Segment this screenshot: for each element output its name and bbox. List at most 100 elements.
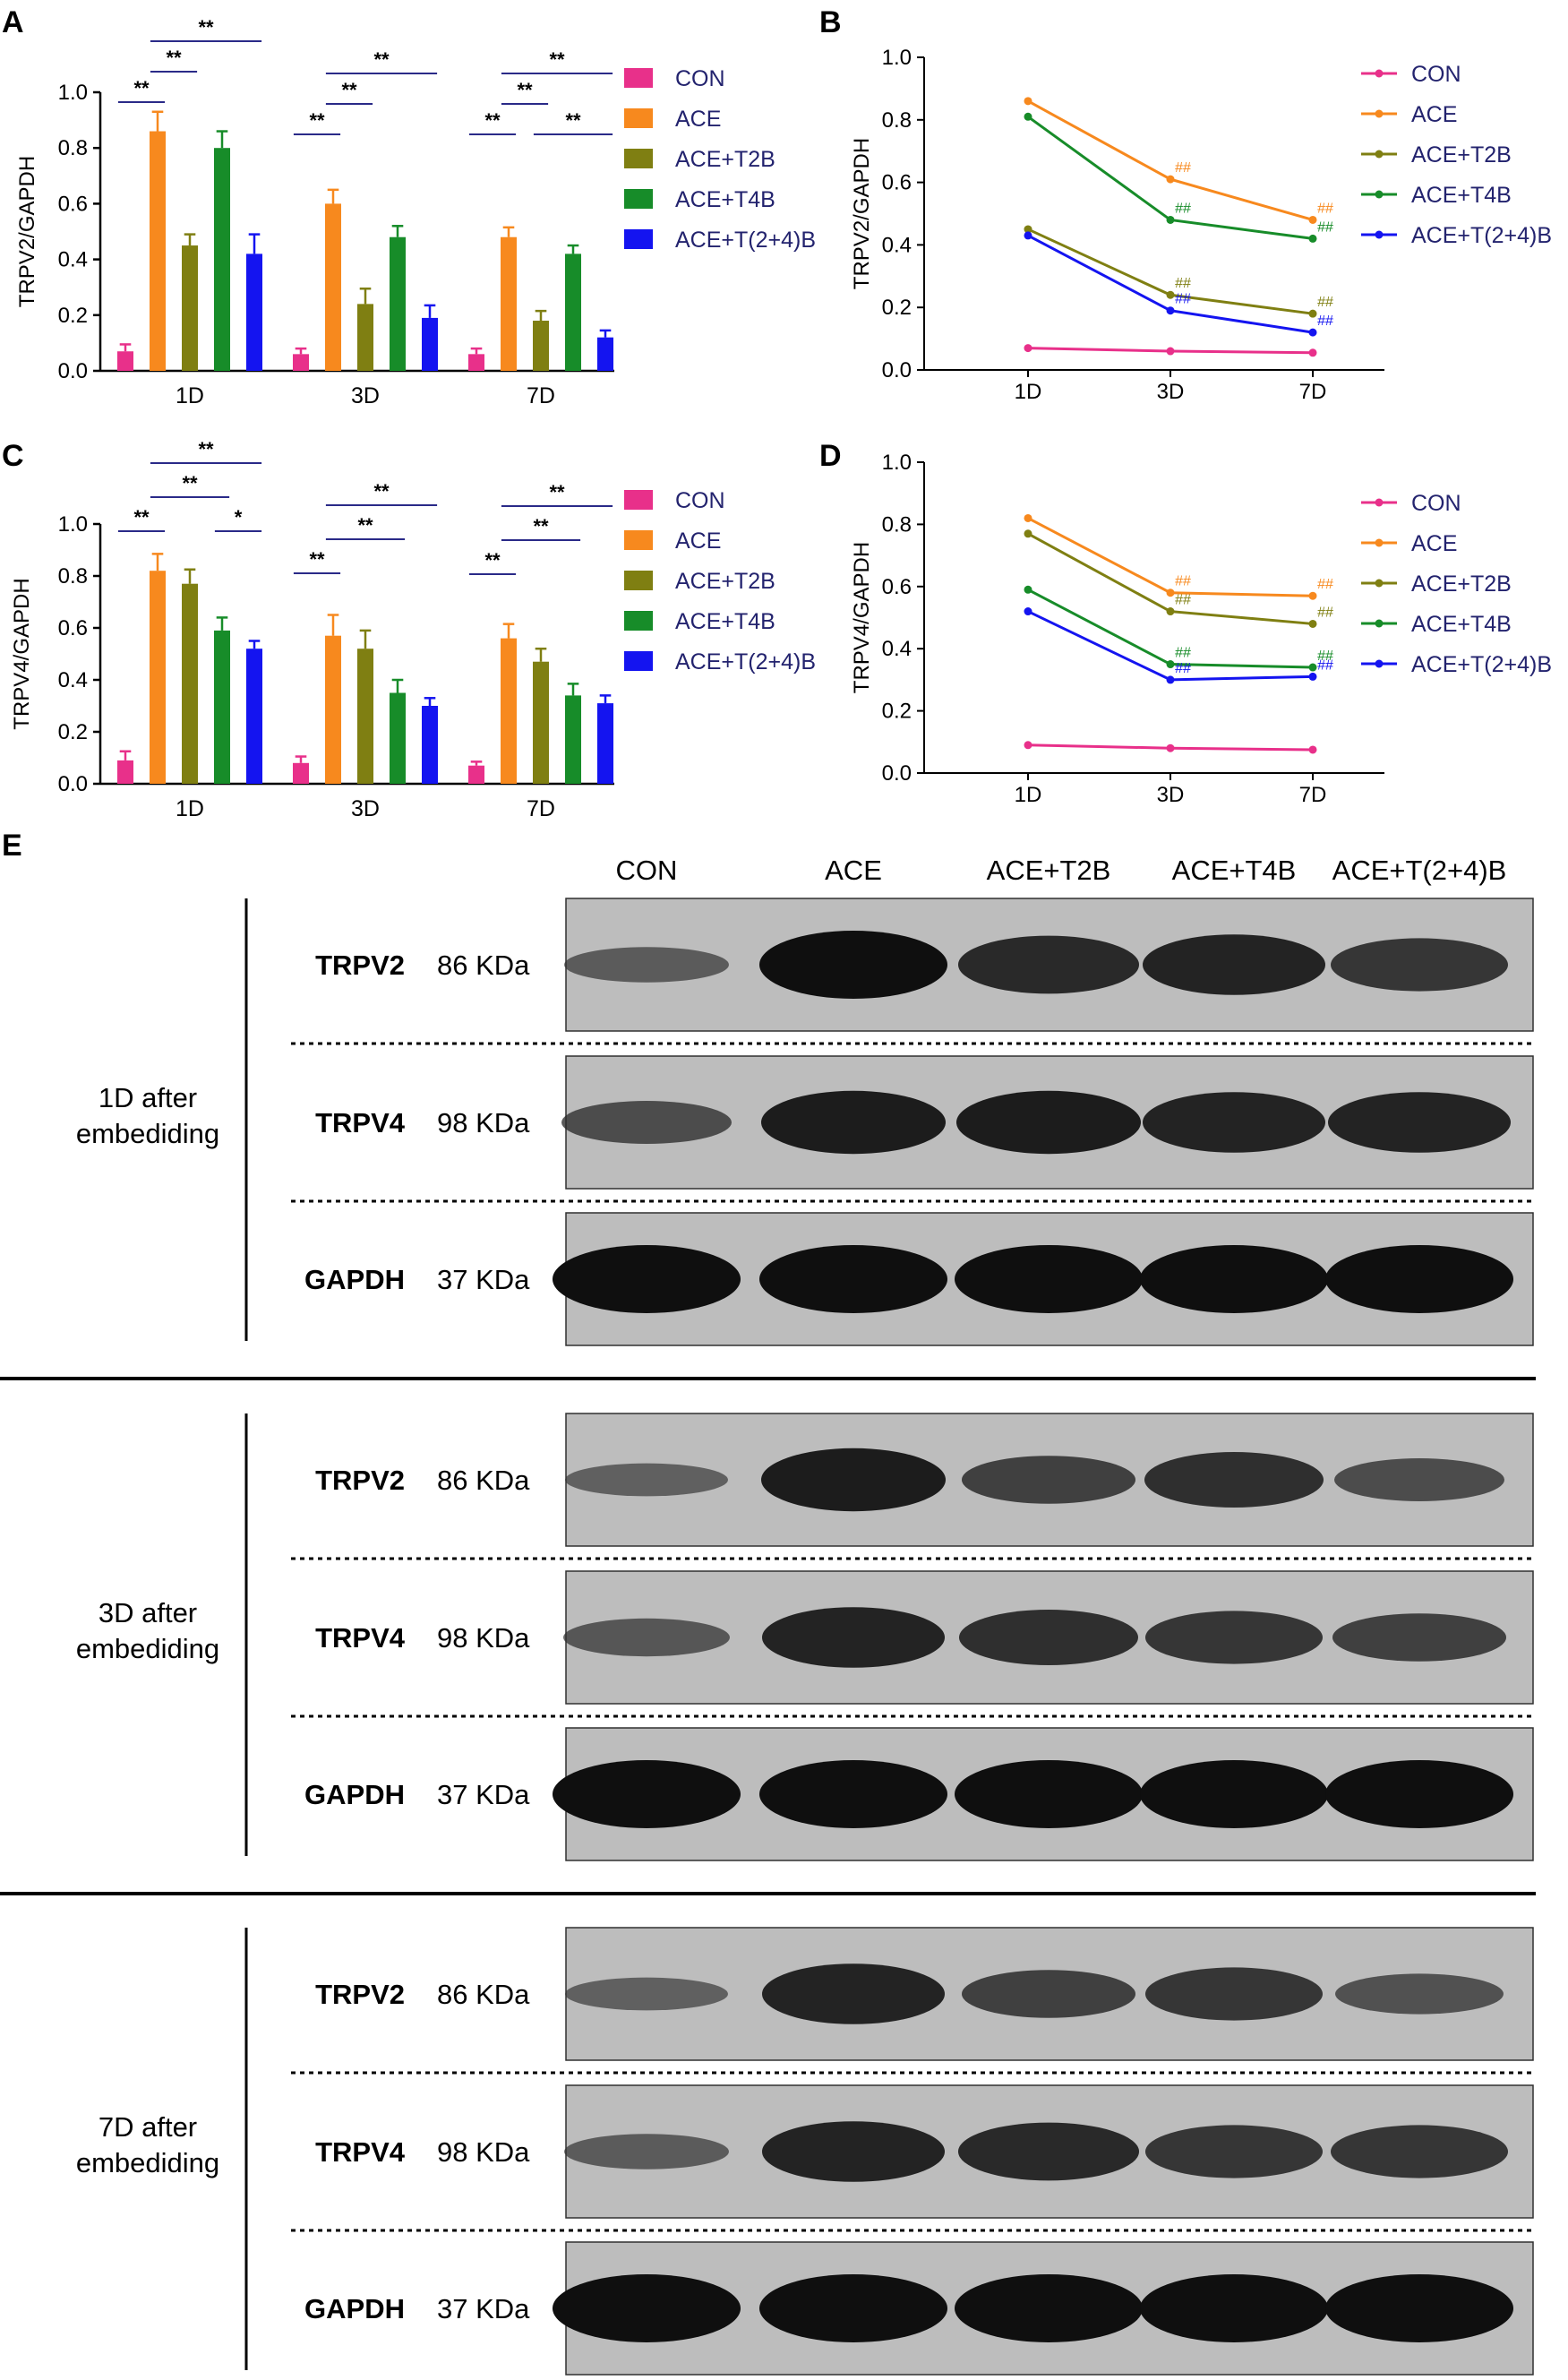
data-point-ace-t2b (1166, 290, 1175, 299)
significance-label: ** (357, 514, 373, 537)
y-tick-label: 0.6 (882, 171, 912, 195)
blot-band-trpv4-con (561, 1101, 732, 1144)
x-tick-label: 1D (1015, 783, 1042, 807)
data-point-ace-t4b (1308, 663, 1317, 672)
significance-mark: ## (1317, 295, 1333, 310)
x-tick-label: 1D (1015, 380, 1042, 404)
blot-band-trpv2-con (565, 1463, 728, 1497)
legend-label-ace-t2b: ACE+T2B (675, 569, 775, 594)
y-tick-label: 0.6 (882, 575, 912, 599)
legend-label-con: CON (1411, 62, 1461, 87)
y-tick-label: 0.4 (882, 233, 912, 257)
significance-label: ** (198, 16, 214, 39)
blot-band-gapdh-ace-t4b (1140, 2274, 1328, 2342)
y-tick-label: 0.4 (882, 637, 912, 661)
bar-ace-t2b-7d (533, 661, 549, 784)
bar-ace-t-2-4-b-1d (246, 649, 262, 784)
blot-band-gapdh-ace-t4b (1140, 1245, 1328, 1313)
blot-band-trpv2-ace-t4b (1144, 1452, 1324, 1508)
molecular-weight-label: 37 KDa (437, 1264, 530, 1295)
significance-label: ** (533, 515, 549, 537)
legend-label-ace: ACE (1411, 102, 1457, 127)
blot-band-gapdh-ace-t2b (955, 1760, 1143, 1828)
data-point-con (1166, 347, 1175, 356)
y-tick-label: 0.8 (58, 136, 88, 160)
blot-band-trpv4-ace (762, 2121, 945, 2182)
data-point-ace-t2b (1166, 607, 1175, 616)
bar-ace-t4b-7d (565, 253, 581, 371)
timepoint-label-line1: 7D after (99, 2111, 197, 2143)
molecular-weight-label: 86 KDa (437, 1979, 530, 2010)
blot-band-trpv2-ace (759, 931, 947, 999)
significance-label: ** (484, 549, 501, 571)
significance-label: ** (133, 77, 150, 99)
legend-marker-ace-t4b (1375, 619, 1384, 628)
panel-letter-a: A (2, 5, 24, 39)
blot-band-trpv4-ace-t4b (1145, 1611, 1323, 1664)
data-point-ace-t-2-4-b (1166, 306, 1175, 315)
significance-mark: ## (1175, 574, 1191, 589)
legend-label-ace: ACE (1411, 531, 1457, 556)
data-point-ace-t-2-4-b (1024, 231, 1032, 240)
blot-band-trpv4-ace-t-2-4-b (1332, 1613, 1506, 1662)
series-line-ace-t-2-4-b (1027, 610, 1314, 682)
blot-band-gapdh-ace (759, 2274, 947, 2342)
y-tick-label: 0.6 (58, 192, 88, 216)
data-point-ace-t4b (1024, 112, 1032, 121)
blot-band-trpv2-ace (762, 1963, 945, 2024)
bar-con-7d (468, 765, 484, 784)
western-blot-panel: CON ACE ACE+T2B ACE+T4B ACE+T(2+4)B 1D after e… (0, 855, 1536, 2376)
significance-mark: ## (1317, 649, 1333, 664)
series-line-ace (1027, 99, 1314, 221)
blot-band-gapdh-ace (759, 1245, 947, 1313)
significance-label: ** (309, 548, 325, 571)
legend-marker-ace-t2b (1375, 150, 1384, 159)
y-axis-label: TRPV4/GAPDH (10, 578, 34, 729)
legend-swatch-ace (624, 108, 653, 128)
y-tick-label: 0.0 (882, 761, 912, 786)
bar-ace-t-2-4-b-7d (597, 703, 613, 784)
protein-label-trpv4: TRPV4 (315, 1622, 406, 1654)
data-point-ace-t-2-4-b (1024, 607, 1032, 616)
significance-label: ** (549, 48, 565, 71)
legend-label-con: CON (675, 66, 725, 91)
significance-mark: ## (1175, 201, 1191, 216)
blot-band-trpv2-ace-t-2-4-b (1334, 1458, 1504, 1501)
significance-mark: ## (1317, 577, 1333, 592)
bar-ace-t-2-4-b-3d (422, 706, 438, 784)
bar-ace-t4b-3d (390, 236, 406, 371)
blot-band-trpv2-ace-t4b (1143, 934, 1325, 995)
timepoint-label-line1: 1D after (99, 1082, 197, 1113)
blot-band-trpv4-ace (762, 1607, 945, 1668)
data-point-ace-t-2-4-b (1308, 672, 1317, 681)
x-tick-label: 3D (1157, 783, 1185, 807)
protein-label-gapdh: GAPDH (304, 2293, 405, 2324)
blot-band-gapdh-ace-t2b (955, 2274, 1143, 2342)
significance-label: ** (549, 481, 565, 503)
legend-label-ace-t2b: ACE+T2B (675, 147, 775, 172)
blot-band-trpv2-ace-t-2-4-b (1335, 1973, 1504, 2015)
y-tick-label: 0.2 (58, 720, 88, 744)
x-tick-label: 3D (351, 796, 380, 821)
bar-ace-t4b-1d (214, 148, 230, 371)
y-tick-label: 1.0 (882, 46, 912, 70)
y-tick-label: 0.8 (882, 512, 912, 537)
bar-ace-t4b-3d (390, 692, 406, 784)
blot-band-trpv4-ace-t2b (958, 2122, 1139, 2181)
legend-label-ace-t4b: ACE+T4B (1411, 612, 1512, 637)
significance-label: ** (182, 472, 198, 494)
y-tick-label: 1.0 (58, 512, 88, 537)
significance-mark: ## (1175, 276, 1191, 291)
y-axis-label: TRPV4/GAPDH (850, 542, 874, 693)
line-chart-trpv4: 0.0 0.2 0.4 0.6 0.8 1.0 TRPV4/GAPDH 1D 3D 7D CON ##… (850, 451, 1552, 807)
blot-band-gapdh-con (553, 1760, 741, 1828)
blot-band-trpv2-ace-t2b (958, 935, 1139, 994)
y-tick-label: 0.8 (882, 108, 912, 133)
blot-band-gapdh-ace (759, 1760, 947, 1828)
legend-label-ace-t4b: ACE+T4B (1411, 183, 1512, 208)
y-tick-label: 0.0 (882, 358, 912, 382)
significance-label: ** (373, 48, 390, 71)
bar-ace-3d (325, 635, 341, 784)
data-point-ace (1308, 215, 1317, 224)
